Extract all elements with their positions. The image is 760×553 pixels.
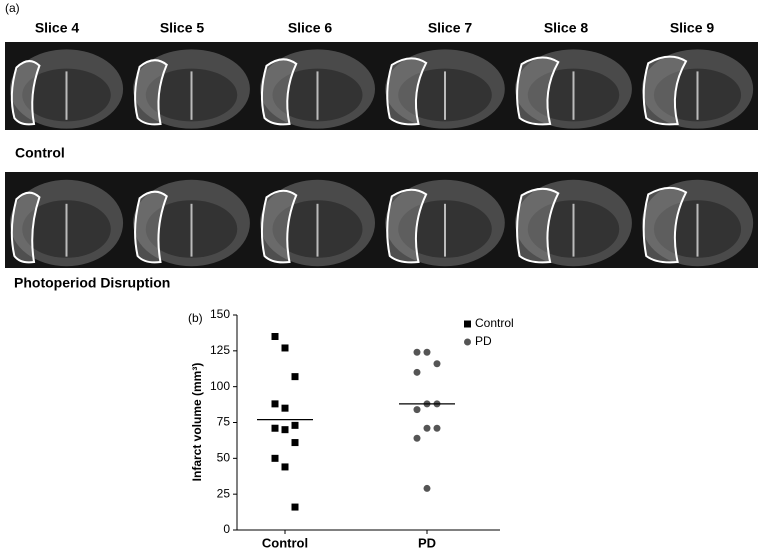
point <box>271 333 279 340</box>
y-tick-label: 50 <box>217 451 231 465</box>
x-tick-label: PD <box>418 535 436 550</box>
infarct-outline <box>134 59 168 126</box>
infarct-outline <box>386 57 428 126</box>
row-label: Photoperiod Disruption <box>14 275 170 291</box>
point <box>291 439 299 447</box>
infarct-outline <box>260 189 298 264</box>
slice-label: Slice 6 <box>288 20 333 36</box>
slice-label: Slice 7 <box>428 20 473 36</box>
y-tick-label: 75 <box>217 415 231 429</box>
point <box>413 434 421 442</box>
row-label: Control <box>15 145 65 161</box>
point <box>271 454 279 462</box>
point <box>291 373 299 381</box>
infarct-outline <box>642 55 688 126</box>
point <box>291 503 299 511</box>
point <box>291 421 299 429</box>
y-tick-label: 150 <box>210 307 230 321</box>
legend-marker <box>464 338 471 346</box>
slice-label: Slice 8 <box>544 20 589 36</box>
y-tick-label: 100 <box>210 379 230 393</box>
point <box>413 368 421 376</box>
point <box>281 404 289 412</box>
panel-label: (b) <box>188 311 203 325</box>
point <box>281 463 289 471</box>
infarct-outline <box>516 187 560 264</box>
y-axis-label: Infarct volume (mm³) <box>190 363 204 482</box>
infarct-outline <box>260 58 298 126</box>
infarct-outline <box>386 188 428 264</box>
slice-label: Slice 4 <box>35 20 80 36</box>
infarct-outline <box>516 56 560 126</box>
legend-label: Control <box>475 316 514 330</box>
point <box>423 484 431 492</box>
point <box>423 424 431 432</box>
point <box>281 344 289 352</box>
mri-images <box>5 42 758 268</box>
legend-label: PD <box>475 334 492 348</box>
y-tick-label: 125 <box>210 343 230 357</box>
panel-label: (a) <box>5 1 20 15</box>
point <box>413 406 421 414</box>
point <box>271 400 279 408</box>
y-tick-label: 0 <box>223 522 230 536</box>
point <box>433 424 441 432</box>
point <box>423 348 431 356</box>
infarct-outline <box>642 186 688 264</box>
point <box>433 360 441 368</box>
y-tick-label: 25 <box>217 486 231 500</box>
point <box>413 348 421 356</box>
infarct-outline <box>134 190 168 264</box>
slice-label: Slice 9 <box>670 20 715 36</box>
point <box>281 426 289 434</box>
infarct-outline <box>10 60 41 126</box>
x-tick-label: Control <box>262 535 308 550</box>
legend-marker <box>464 320 471 328</box>
point <box>271 424 279 432</box>
infarct-outline <box>10 191 41 264</box>
slice-label: Slice 5 <box>160 20 205 36</box>
